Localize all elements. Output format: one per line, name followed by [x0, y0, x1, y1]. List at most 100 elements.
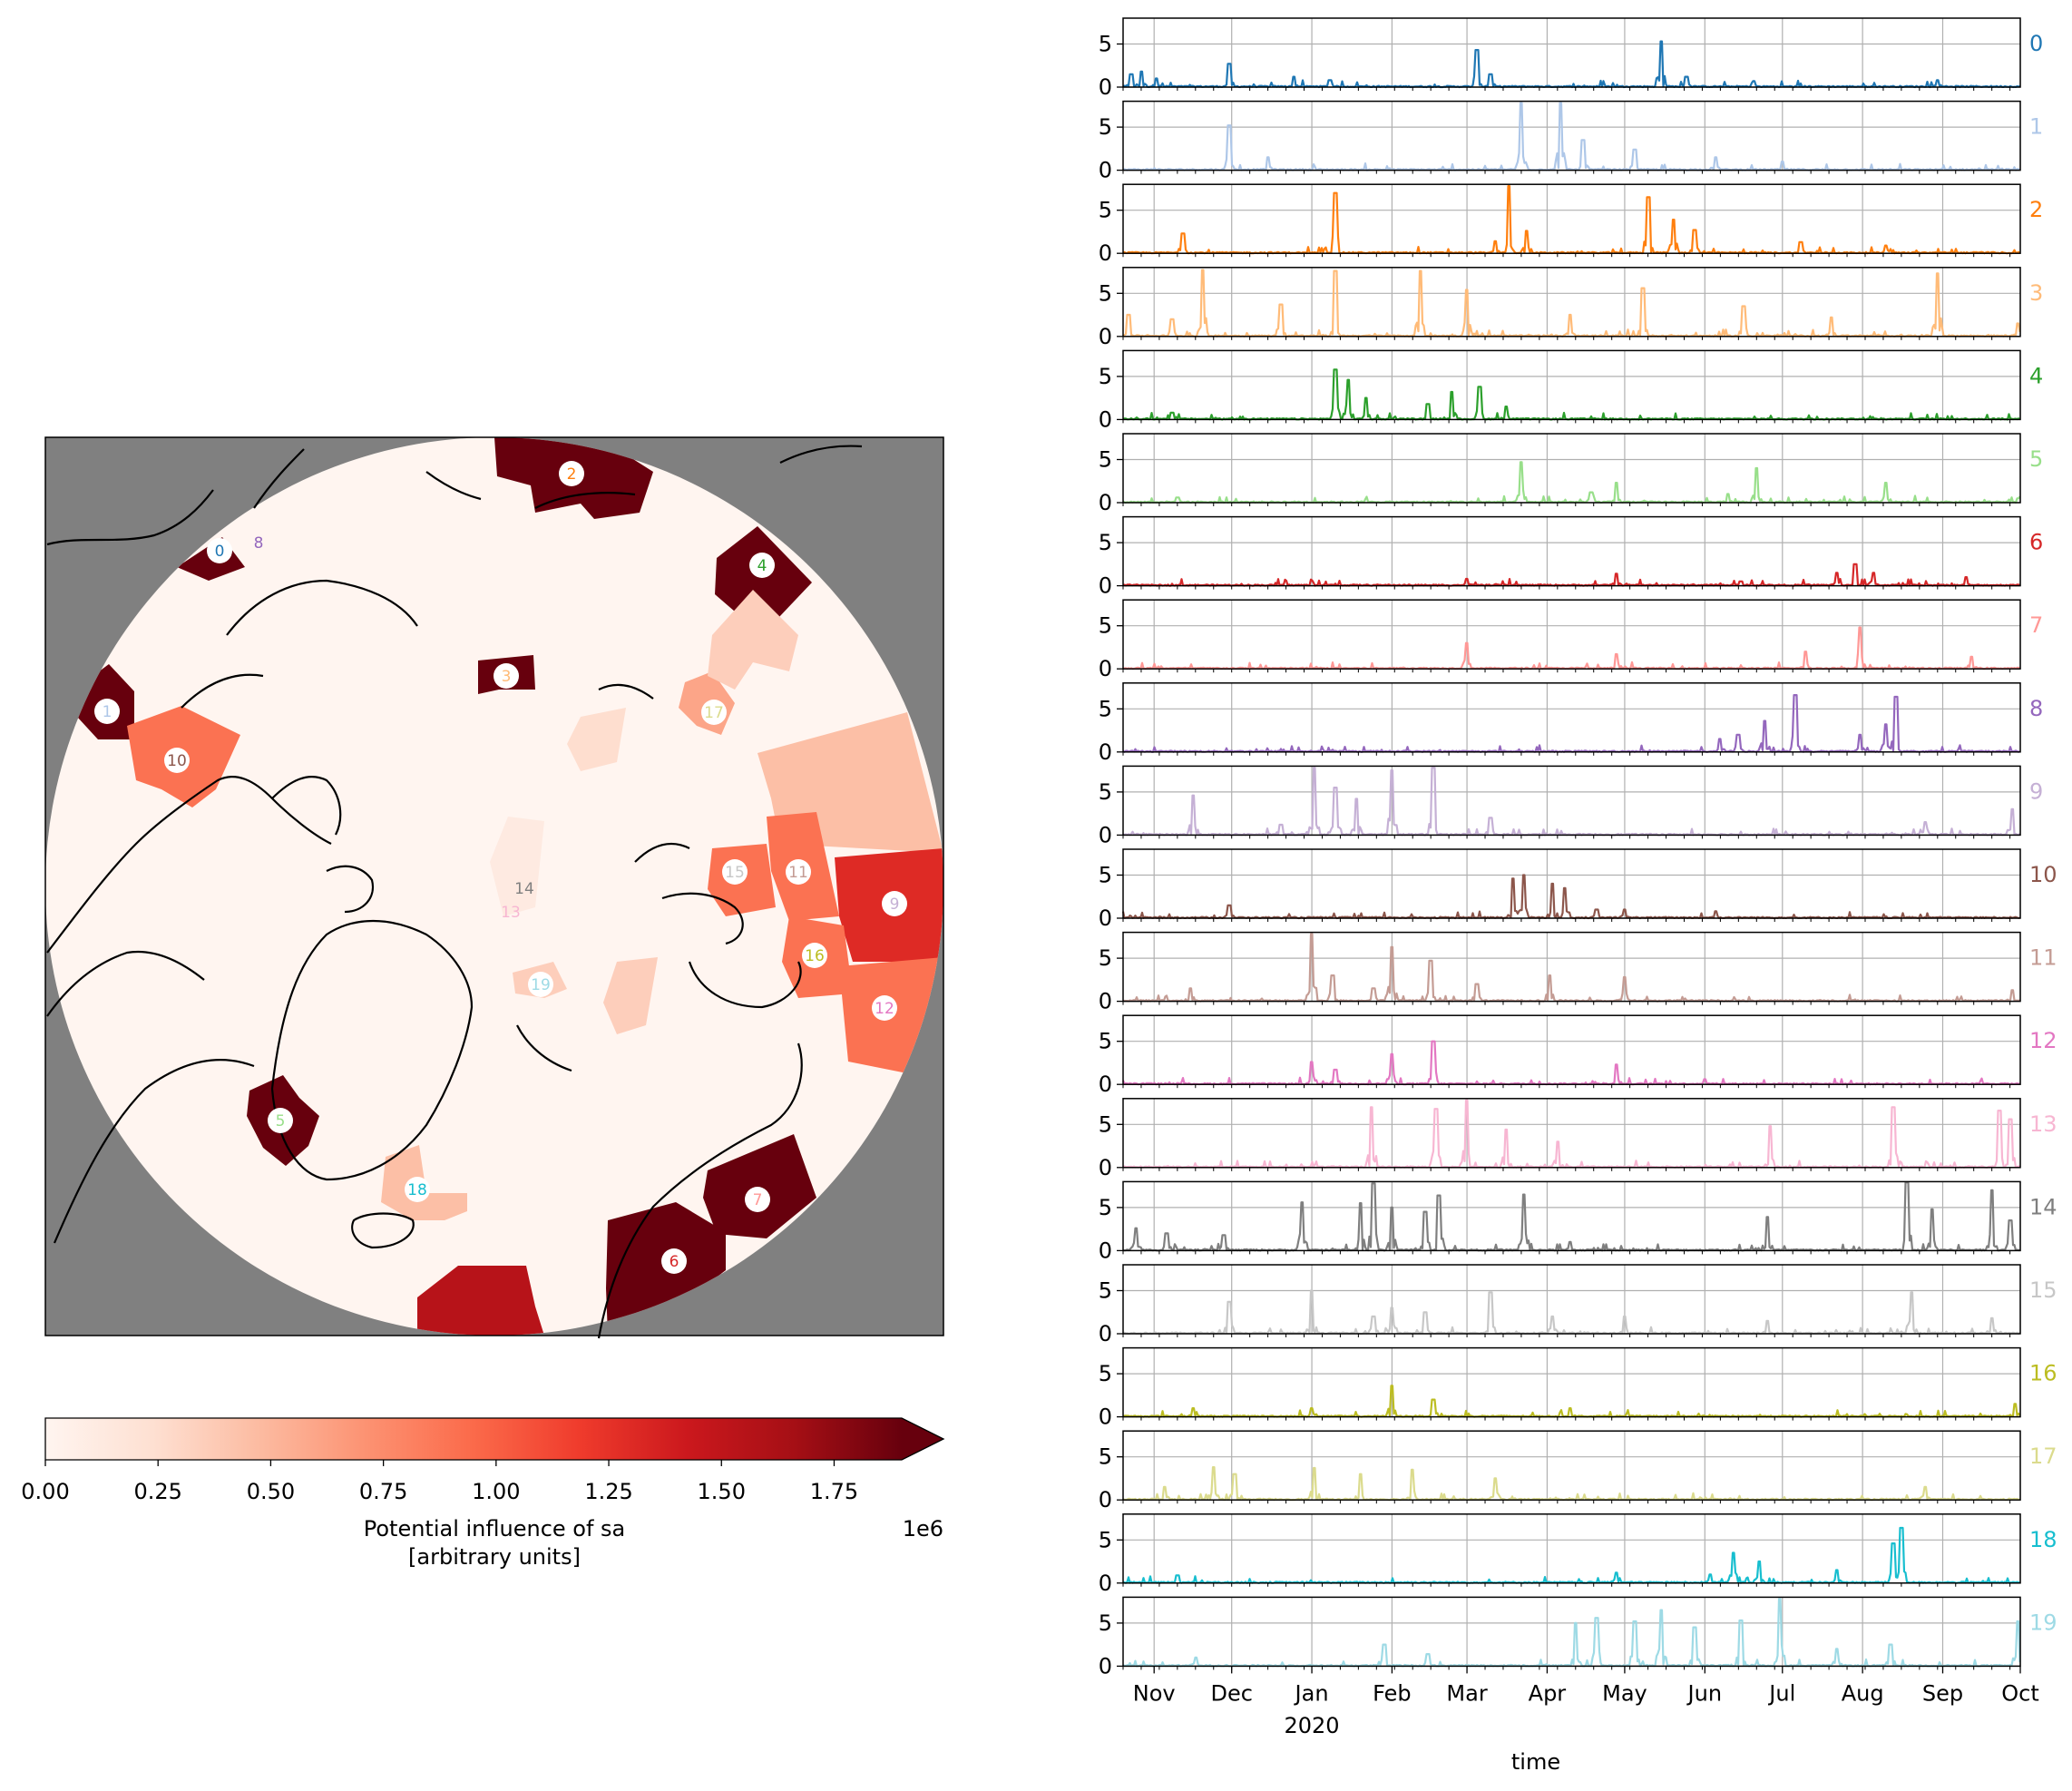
- series-panel-12: 0 5 12: [1099, 1014, 2057, 1097]
- map-region-7: [703, 1134, 816, 1238]
- series-panel-19: 0 5 19: [1099, 1596, 2057, 1678]
- series-line-5: [1122, 461, 2021, 504]
- y-tick-label: 5: [1099, 945, 1112, 971]
- panel-frame: [1122, 1346, 2021, 1418]
- series-name-8: 8: [2029, 696, 2043, 721]
- coastline: [226, 579, 418, 636]
- colorbar-tick-label: 1.50: [698, 1479, 746, 1504]
- region-label-3: 3: [502, 668, 512, 686]
- y-tick-label: 5: [1099, 364, 1112, 389]
- series-panel-2: 0 5 2: [1099, 183, 2043, 266]
- region-label-badge: [207, 538, 232, 563]
- panel-frame: [1122, 599, 2021, 670]
- series-line-18: [1122, 1526, 2020, 1584]
- map-region-13: [567, 708, 626, 771]
- region-label-10: 10: [167, 752, 187, 770]
- coastline: [597, 1042, 803, 1339]
- series-line-11: [1122, 933, 2020, 1003]
- region-label-badge: [528, 972, 553, 997]
- x-tick-label: May: [1602, 1680, 1647, 1706]
- time-series-x-axis: 2020 time Nov Dec Jan Feb Mar Apr May Jun Jul Aug…: [1133, 1666, 2039, 1775]
- region-label-19: 19: [531, 976, 551, 994]
- y-tick-label: 0: [1099, 1653, 1112, 1678]
- series-line-7: [1122, 626, 2020, 670]
- series-name-18: 18: [2029, 1527, 2057, 1552]
- series-panel-17: 0 5 17: [1099, 1430, 2057, 1512]
- series-panel-5: 0 5 5: [1099, 433, 2043, 515]
- y-tick-label: 5: [1099, 198, 1112, 223]
- y-tick-label: 0: [1099, 989, 1112, 1014]
- y-tick-label: 0: [1099, 905, 1112, 931]
- region-label-badge: [268, 1108, 293, 1133]
- y-tick-label: 5: [1099, 1610, 1112, 1636]
- region-label-4: 4: [757, 557, 767, 575]
- panel-frame: [1122, 1264, 2021, 1335]
- series-line-13: [1122, 1099, 2020, 1169]
- region-label-5: 5: [276, 1112, 286, 1130]
- y-tick-label: 0: [1099, 490, 1112, 515]
- y-tick-label: 0: [1099, 406, 1112, 432]
- series-name-3: 3: [2029, 280, 2043, 306]
- region-label-15: 15: [725, 864, 745, 882]
- series-line-1: [1122, 102, 2021, 171]
- series-panel-15: 0 5 15: [1099, 1264, 2057, 1346]
- coastline: [598, 683, 654, 700]
- series-panel-16: 0 5 16: [1099, 1346, 2057, 1430]
- region-label-12: 12: [875, 1000, 894, 1018]
- coastline: [534, 492, 636, 509]
- colorbar-tick-label: 1.75: [810, 1479, 858, 1504]
- region-label-badge: [494, 663, 519, 689]
- region-label-badge: [872, 995, 897, 1021]
- coastline: [53, 1059, 255, 1244]
- series-name-16: 16: [2029, 1361, 2057, 1386]
- region-label-9: 9: [890, 896, 900, 914]
- series-line-9: [1122, 767, 2021, 837]
- series-name-15: 15: [2029, 1277, 2057, 1303]
- region-label-badge: [661, 1248, 687, 1274]
- y-tick-label: 5: [1099, 1029, 1112, 1054]
- map-region-bottom: [417, 1266, 544, 1336]
- coastline: [270, 920, 474, 1181]
- region-label-badge: [94, 699, 120, 724]
- coastline: [634, 842, 690, 863]
- y-tick-label: 5: [1099, 1195, 1112, 1220]
- region-label-badge: [882, 891, 907, 916]
- panel-frame: [1122, 848, 2021, 919]
- panel-frame: [1122, 1180, 2021, 1252]
- x-year-label: 2020: [1284, 1713, 1339, 1738]
- y-tick-label: 0: [1099, 1571, 1112, 1596]
- coastline: [516, 1024, 572, 1072]
- region-label-badge: [164, 748, 190, 773]
- x-tick-label: Feb: [1373, 1680, 1412, 1706]
- colorbar-tick-label: 1.25: [584, 1479, 632, 1504]
- coastline: [779, 445, 863, 464]
- series-name-10: 10: [2029, 862, 2057, 887]
- region-label-11: 11: [788, 864, 808, 882]
- series-line-19: [1122, 1598, 2021, 1668]
- series-line-14: [1123, 1181, 2020, 1252]
- panel-frame: [1122, 1430, 2021, 1501]
- x-tick-label: Nov: [1133, 1680, 1176, 1706]
- series-name-7: 7: [2029, 612, 2043, 638]
- coastline: [46, 950, 205, 1017]
- region-label-0: 0: [215, 543, 225, 561]
- colorbar-tick-label: 0.25: [133, 1479, 181, 1504]
- series-name-6: 6: [2029, 530, 2043, 555]
- y-tick-label: 0: [1099, 158, 1112, 183]
- series-line-12: [1121, 1040, 2021, 1086]
- series-name-14: 14: [2029, 1194, 2057, 1219]
- series-panel-14: 0 5 14: [1099, 1180, 2057, 1263]
- series-name-13: 13: [2029, 1111, 2057, 1137]
- series-panel-9: 0 5 9: [1099, 765, 2043, 847]
- y-tick-label: 5: [1099, 114, 1112, 140]
- region-label-2: 2: [567, 465, 577, 484]
- colorbar-tick-layer: 0.00 0.25 0.50 0.75 1.00 1.25 1.50 1.75: [21, 1460, 858, 1504]
- y-tick-label: 0: [1099, 1404, 1112, 1430]
- x-tick-label: Dec: [1210, 1680, 1252, 1706]
- coastline-layer: [46, 445, 863, 1339]
- map-region-17b: [708, 590, 798, 690]
- series-name-17: 17: [2029, 1444, 2057, 1469]
- colorbar-tick-label: 0.00: [21, 1479, 69, 1504]
